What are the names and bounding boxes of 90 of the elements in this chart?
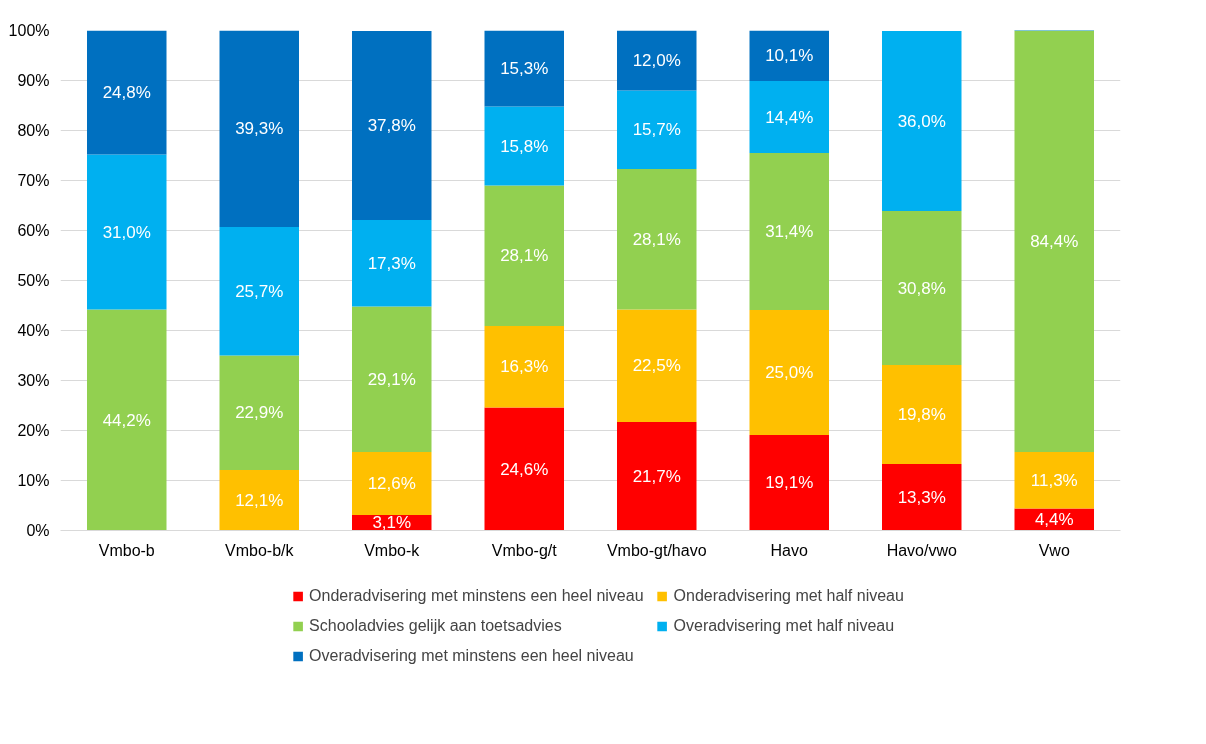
legend-label: Onderadvisering met half niveau — [673, 587, 904, 605]
bar — [1014, 30, 1094, 452]
bar — [484, 185, 564, 326]
bar — [219, 30, 299, 227]
bar — [749, 153, 829, 310]
legend-label: Overadvisering met minstens een heel niveau — [309, 647, 634, 665]
data-label: 25,7% — [235, 281, 284, 301]
y-tick-label: 20% — [17, 422, 50, 439]
bar — [617, 90, 697, 169]
data-label: 17,3% — [367, 253, 416, 273]
data-label: 19,8% — [897, 405, 946, 424]
data-label: 14,4% — [765, 107, 814, 127]
data-label: 15,3% — [500, 58, 549, 78]
bar — [219, 355, 299, 470]
y-tick-label: 60% — [17, 222, 50, 239]
bar — [617, 422, 697, 531]
bar — [87, 154, 167, 310]
data-label: 24,8% — [102, 83, 151, 102]
bar — [617, 169, 697, 310]
data-label: 44,2% — [102, 410, 151, 430]
bar — [484, 30, 564, 107]
bar — [882, 365, 962, 464]
x-tick-label: Havo/vwo — [886, 541, 957, 559]
bar — [219, 470, 299, 531]
y-tick-label: 70% — [17, 172, 50, 189]
data-label: 29,1% — [367, 369, 416, 389]
y-tick-label: 100% — [8, 22, 50, 39]
data-label: 37,8% — [367, 116, 416, 135]
bar — [352, 452, 432, 515]
bar — [484, 106, 564, 186]
data-label: 15,7% — [632, 120, 681, 140]
data-label: 13,3% — [897, 487, 946, 507]
data-label: 39,3% — [235, 119, 284, 139]
data-label: 22,9% — [235, 403, 284, 423]
data-label: 3,1% — [372, 513, 412, 533]
bar — [484, 407, 564, 531]
data-label: 30,8% — [897, 278, 946, 298]
data-label: 24,6% — [500, 459, 549, 479]
bar — [87, 30, 167, 155]
bar — [882, 31, 962, 211]
data-label: 31,0% — [102, 222, 151, 242]
x-tick-label: Vmbo-k — [364, 541, 421, 559]
data-label: 16,3% — [500, 357, 549, 377]
bar — [882, 211, 962, 365]
legend-label: Overadvisering met half niveau — [673, 617, 895, 635]
x-tick-label: Vmbo-g/t — [491, 541, 558, 559]
x-tick-label: Vmbo-b — [98, 541, 155, 559]
data-label: 4,4% — [1034, 510, 1074, 529]
bar — [219, 227, 299, 356]
bar — [484, 326, 564, 408]
bar — [749, 81, 829, 153]
data-label: 84,4% — [1030, 231, 1079, 251]
bar — [882, 464, 962, 531]
y-tick-label: 50% — [17, 272, 50, 289]
data-label: 12,1% — [235, 490, 284, 510]
data-label: 12,6% — [367, 474, 416, 493]
y-tick-label: 0% — [26, 522, 50, 539]
data-label: 28,1% — [500, 246, 549, 266]
bar — [87, 309, 167, 531]
data-label: 36,0% — [897, 111, 946, 131]
y-tick-label: 30% — [17, 372, 50, 389]
bar — [749, 30, 829, 81]
bar — [749, 310, 829, 435]
y-tick-label: 10% — [17, 472, 50, 489]
legend-label: Schooladvies gelijk aan toetsadvies — [309, 617, 562, 635]
x-tick-label: Vmbo-b/k — [225, 541, 295, 559]
bar — [1014, 452, 1094, 509]
data-label: 21,7% — [632, 466, 681, 486]
data-label: 28,1% — [632, 229, 681, 249]
legend-label: Onderadvisering met minstens een heel niveau — [309, 587, 644, 605]
data-label: 22,5% — [632, 356, 681, 376]
data-label: 19,1% — [765, 473, 814, 493]
data-label: 31,4% — [765, 222, 814, 241]
x-tick-label: Havo — [770, 541, 809, 559]
y-tick-label: 40% — [17, 322, 50, 339]
y-tick-label: 80% — [17, 122, 50, 139]
data-label: 10,1% — [765, 46, 814, 66]
data-label: 12,0% — [632, 51, 681, 70]
x-tick-label: Vwo — [1038, 541, 1070, 559]
data-label: 15,8% — [500, 136, 549, 156]
bar — [352, 220, 432, 307]
bar — [352, 31, 432, 220]
bar — [617, 309, 697, 422]
bar — [617, 30, 697, 91]
bar — [749, 435, 829, 531]
y-tick-label: 90% — [17, 72, 50, 89]
x-tick-label: Vmbo-gt/havo — [606, 541, 707, 559]
bar — [352, 306, 432, 452]
data-label: 11,3% — [1030, 470, 1078, 490]
data-label: 25,0% — [765, 363, 814, 382]
